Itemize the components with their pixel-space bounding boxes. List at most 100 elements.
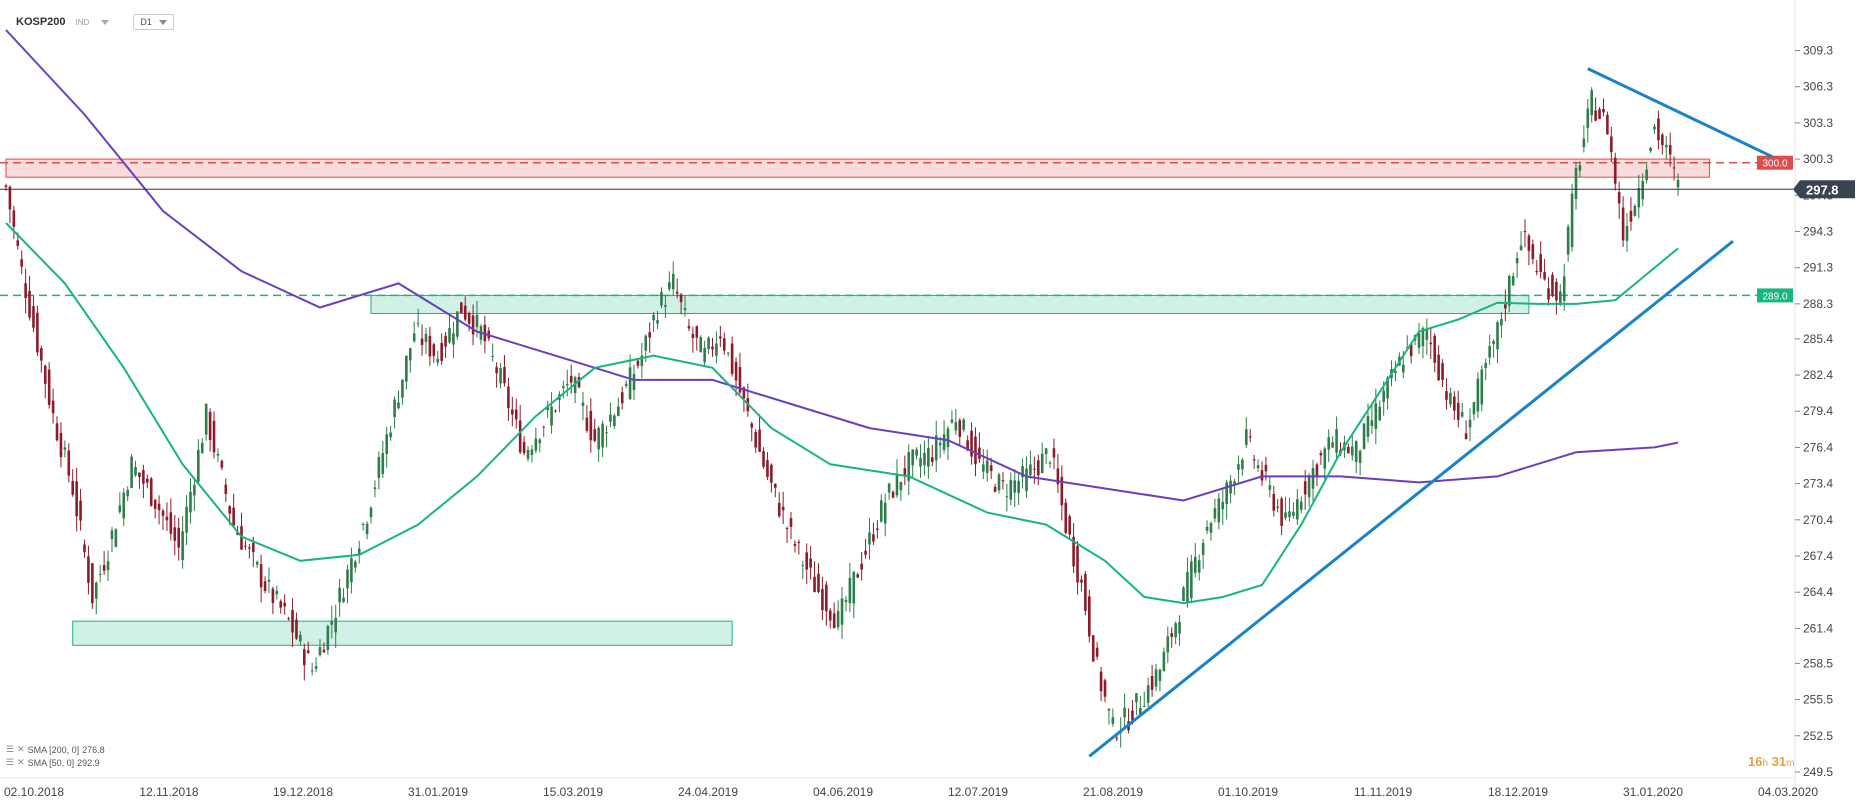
y-tick-label: 261.4 [1803,621,1833,635]
symbol-dropdown-icon[interactable] [101,19,110,25]
candle-up [915,449,918,456]
y-tick-label: 285.4 [1803,332,1833,346]
candle-down [322,649,326,653]
candle-up [314,666,318,669]
candle-down [774,483,777,488]
candle-down [1629,210,1633,222]
x-tick-label: 04.03.2020 [1758,785,1818,799]
candle-down [1280,498,1283,526]
candle-up [1653,126,1656,130]
candle-down [40,348,43,361]
candle-up [1460,412,1464,417]
candle-up [1005,496,1009,498]
candle-up [98,574,102,576]
trendline [1587,67,1773,159]
exchange-label: IND [75,17,90,27]
candle-up [1559,291,1562,304]
legend-sma-50[interactable]: ☰ ✕ SMA [50, 0] 292.9 [6,757,100,768]
close-icon[interactable]: ✕ [17,744,25,754]
candle-up [726,352,730,354]
candle-up [491,355,494,357]
candle-down [1527,235,1531,251]
candle-up [189,491,192,513]
indicator-settings-icon[interactable]: ☰ [6,744,15,754]
candle-down [67,450,71,476]
symbol-label[interactable]: KOSP200 [16,16,66,28]
candle-up [1241,459,1244,470]
candle-down [742,387,746,399]
candle-down [1276,506,1279,508]
candle-down [1464,433,1468,439]
candle-down [4,185,8,188]
x-tick-label: 21.08.2019 [1083,785,1143,799]
candle-up [1296,499,1299,520]
candle-up [1625,226,1629,241]
candle-up [1335,429,1338,453]
candle-down [463,305,467,320]
x-tick-label: 19.12.2018 [273,785,333,799]
candle-up [310,670,314,672]
candle-up [1142,705,1146,707]
y-tick-label: 288.3 [1803,297,1833,311]
candle-up [1111,717,1115,724]
legend-sma-200[interactable]: ☰ ✕ SMA [200, 0] 276.8 [6,744,105,755]
y-tick-label: 264.4 [1803,585,1833,599]
timeframe-select[interactable]: D1 [133,14,174,30]
candle-up [1162,651,1166,672]
y-tick-label: 279.4 [1803,404,1833,418]
x-tick-label: 12.11.2018 [139,785,198,799]
candle-up [1225,482,1228,505]
candle-up [1299,501,1303,510]
candle-down [1170,633,1174,637]
candle-down [1315,464,1319,477]
candle-up [334,617,337,633]
close-icon[interactable]: ✕ [17,757,25,767]
candle-down [1252,459,1256,461]
candle-down [102,565,106,571]
candle-up [1209,523,1213,533]
candle-down [872,534,875,542]
candle-up [389,432,392,438]
candle-down [789,518,793,527]
candle-down [966,440,969,451]
x-tick-label: 24.04.2019 [678,785,738,799]
y-tick-label: 276.4 [1803,440,1833,454]
candle-up [118,505,122,512]
candle-up [844,600,848,602]
candle-up [452,333,455,345]
candle-up [1205,526,1209,531]
candle-down [20,259,23,267]
candle-down [220,460,224,468]
indicator-settings-icon[interactable]: ☰ [6,757,15,767]
candle-up [801,564,805,566]
candle-up [401,379,404,398]
candle-up [942,434,946,450]
legend-label: SMA [50, 0] [27,757,75,768]
candle-down [1535,270,1539,273]
candle-up [267,579,271,582]
candle-up [1029,464,1032,476]
candle-down [87,556,90,583]
candle-up [644,335,648,351]
candle-up [106,561,110,571]
candle-up [1245,429,1248,445]
candle-up [1123,707,1126,718]
candle-down [1056,468,1060,485]
candle-up [1182,587,1185,601]
candle-up [652,314,655,321]
candle-up [1193,556,1197,573]
candle-down [793,543,797,546]
candle-down [232,507,235,526]
candle-down [1445,391,1448,400]
candle-up [122,492,126,519]
level-badge [1757,155,1793,170]
legend-value: 292.9 [77,757,100,768]
candle-down [1523,231,1527,233]
candle-up [1476,378,1480,412]
candle-down [860,563,863,570]
candle-down [1248,436,1252,438]
candle-up [1178,621,1181,634]
candle-up [1507,275,1511,306]
candle-up [597,427,600,450]
